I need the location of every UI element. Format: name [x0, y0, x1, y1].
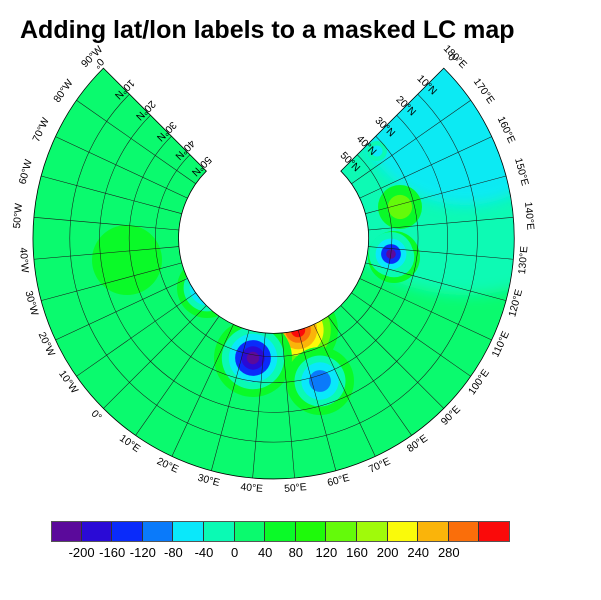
svg-text:70°W: 70°W: [31, 116, 52, 144]
svg-text:160°E: 160°E: [495, 115, 517, 145]
svg-text:50°W: 50°W: [12, 203, 25, 229]
svg-text:120°E: 120°E: [507, 288, 525, 318]
svg-text:50°E: 50°E: [284, 482, 307, 495]
svg-text:60°W: 60°W: [18, 158, 35, 186]
svg-text:20°E: 20°E: [155, 456, 180, 476]
svg-text:40°W: 40°W: [17, 247, 30, 273]
svg-text:150°E: 150°E: [512, 157, 530, 187]
svg-text:70°E: 70°E: [367, 456, 392, 476]
svg-text:170°E: 170°E: [471, 77, 496, 106]
svg-text:60°E: 60°E: [326, 473, 351, 489]
svg-text:0°: 0°: [89, 409, 104, 424]
svg-text:80°W: 80°W: [52, 78, 76, 105]
svg-text:30°E: 30°E: [196, 473, 221, 489]
svg-text:30°W: 30°W: [22, 290, 39, 318]
svg-text:40°E: 40°E: [240, 482, 263, 495]
svg-text:130°E: 130°E: [517, 246, 530, 275]
svg-text:140°E: 140°E: [522, 201, 535, 230]
